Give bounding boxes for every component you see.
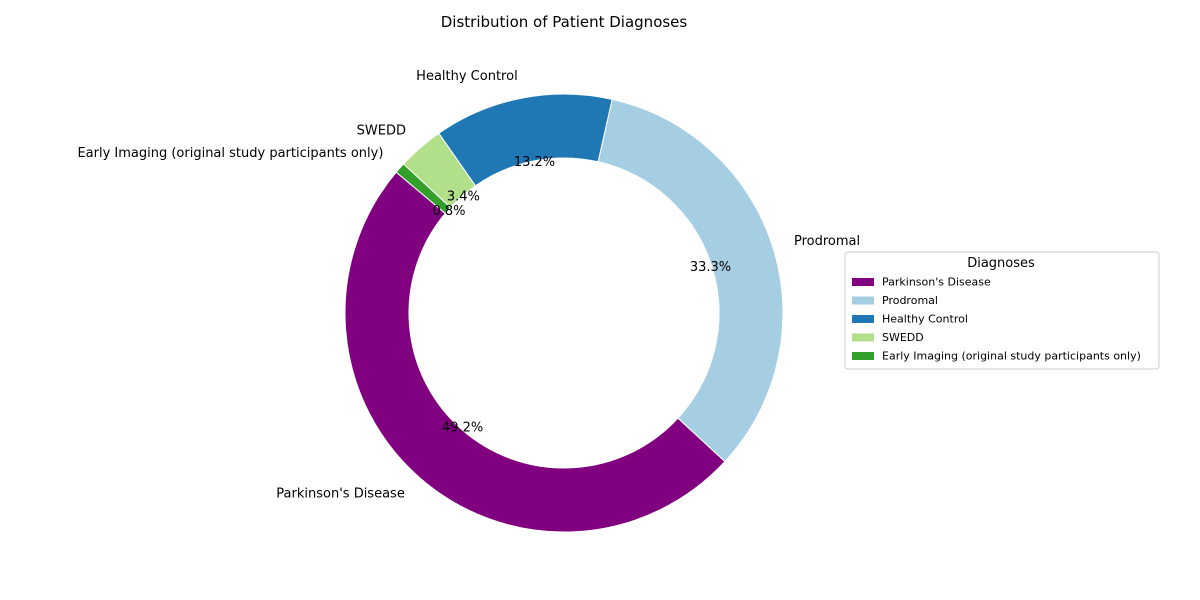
- legend-label: SWEDD: [882, 331, 924, 344]
- donut-slice: [597, 98, 784, 463]
- legend-label: Healthy Control: [882, 313, 968, 326]
- percent-label: 33.3%: [690, 260, 731, 275]
- legend-title: Diagnoses: [967, 256, 1035, 271]
- percent-label: 13.2%: [514, 155, 555, 170]
- slice-label: Early Imaging (original study participan…: [77, 146, 383, 161]
- slice-label: SWEDD: [357, 124, 406, 139]
- donut-slice: [395, 163, 452, 215]
- legend-swatch: [852, 315, 874, 323]
- legend-swatch: [852, 333, 874, 342]
- legend-swatch: [852, 352, 874, 360]
- percent-label: 49.2%: [442, 421, 483, 436]
- donut-slice: [344, 171, 726, 533]
- legend-swatch: [852, 296, 874, 305]
- percent-labels: 49.2% 33.3% 13.2% 3.4%0.8%: [432, 155, 731, 436]
- percent-label: 3.4%: [447, 190, 480, 205]
- legend-items: Parkinson's Disease Prodromal Healthy Cont…: [852, 276, 1141, 363]
- percent-label: 0.8%: [432, 204, 465, 219]
- slice-label: Healthy Control: [416, 69, 518, 84]
- legend-label: Prodromal: [882, 294, 938, 307]
- donut-slices: [344, 93, 784, 533]
- slice-label: Parkinson's Disease: [276, 486, 405, 501]
- legend: Diagnoses Parkinson's Disease Prodromal He…: [844, 251, 1160, 370]
- slice-labels: Parkinson's Disease Prodromal Healthy Cont…: [77, 69, 860, 501]
- chart-title: Distribution of Patient Diagnoses: [441, 13, 688, 31]
- slice-label: Prodromal: [794, 234, 860, 249]
- legend-label: Early Imaging (original study participan…: [882, 350, 1141, 363]
- legend-box: [844, 251, 1160, 370]
- legend-label: Parkinson's Disease: [882, 276, 991, 289]
- legend-swatch: [852, 278, 874, 286]
